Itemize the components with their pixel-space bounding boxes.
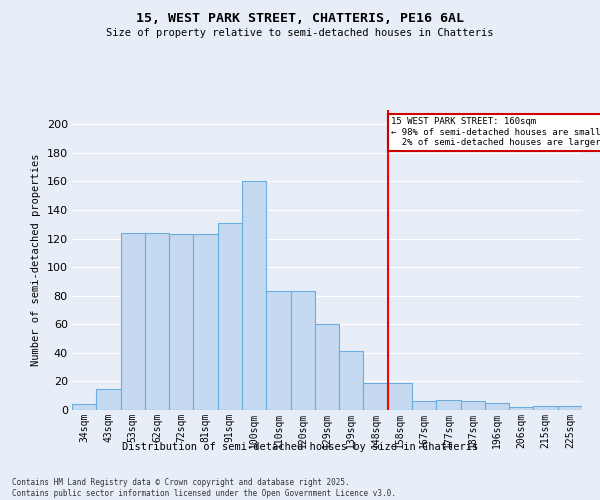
Bar (266, 292, 290, 410)
Bar (290, 292, 315, 410)
Bar (436, 400, 461, 410)
Bar (96, 388, 121, 410)
Bar (485, 403, 509, 410)
Bar (558, 406, 582, 410)
Bar (193, 234, 218, 410)
Bar (364, 383, 388, 410)
Bar (315, 324, 339, 410)
Text: 15 WEST PARK STREET: 160sqm
← 98% of semi-detached houses are smaller (779)
  2%: 15 WEST PARK STREET: 160sqm ← 98% of sem… (391, 117, 600, 147)
Text: 15, WEST PARK STREET, CHATTERIS, PE16 6AL: 15, WEST PARK STREET, CHATTERIS, PE16 6A… (136, 12, 464, 26)
Bar (339, 352, 364, 410)
Bar (145, 233, 169, 410)
Text: Distribution of semi-detached houses by size in Chatteris: Distribution of semi-detached houses by … (122, 442, 478, 452)
Bar (412, 402, 436, 410)
Text: Size of property relative to semi-detached houses in Chatteris: Size of property relative to semi-detach… (106, 28, 494, 38)
Bar (169, 234, 193, 410)
Bar (461, 402, 485, 410)
Bar (218, 223, 242, 410)
Text: Contains HM Land Registry data © Crown copyright and database right 2025.
Contai: Contains HM Land Registry data © Crown c… (12, 478, 396, 498)
Bar (72, 404, 96, 410)
Bar (388, 383, 412, 410)
Bar (121, 233, 145, 410)
Bar (509, 407, 533, 410)
Bar (242, 182, 266, 410)
Bar (533, 406, 558, 410)
Y-axis label: Number of semi-detached properties: Number of semi-detached properties (31, 154, 41, 366)
